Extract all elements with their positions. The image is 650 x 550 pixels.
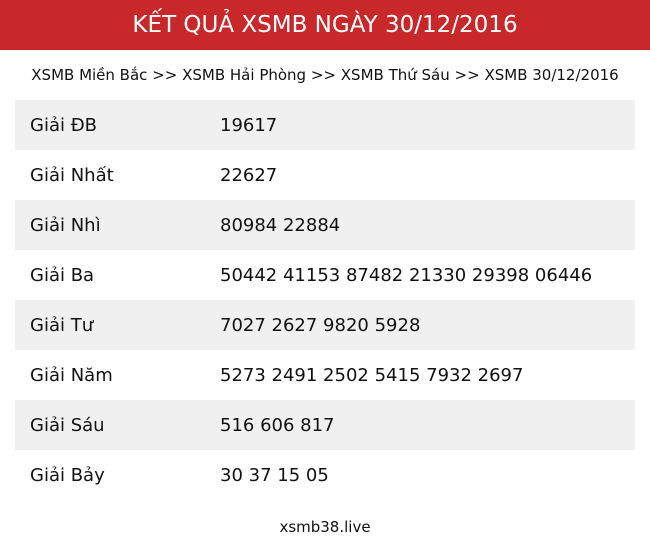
prize-label: Giải Bảy <box>30 464 105 486</box>
footer-site: xsmb38.live <box>279 518 371 536</box>
breadcrumb: XSMB Miền Bắc >> XSMB Hải Phòng >> XSMB … <box>0 66 650 84</box>
prize-numbers: 19617 <box>220 114 278 136</box>
prize-label: Giải Nhì <box>30 214 101 236</box>
prize-numbers: 80984 22884 <box>220 214 341 236</box>
prize-label: Giải ĐB <box>30 114 97 136</box>
table-row: Giải Năm 5273 2491 2502 5415 7932 2697 <box>15 350 635 400</box>
breadcrumb-hai-phong[interactable]: XSMB Hải Phòng <box>182 66 307 84</box>
prize-numbers: 7027 2627 9820 5928 <box>220 314 421 336</box>
prize-label: Giải Tư <box>30 314 94 336</box>
breadcrumb-mien-bac[interactable]: XSMB Miền Bắc <box>31 66 148 84</box>
prize-numbers: 22627 <box>220 164 278 186</box>
breadcrumb-separator: >> <box>310 66 336 84</box>
breadcrumb-separator: >> <box>152 66 178 84</box>
page-title: KẾT QUẢ XSMB NGÀY 30/12/2016 <box>132 12 518 38</box>
table-row: Giải Ba 50442 41153 87482 21330 29398 064… <box>15 250 635 300</box>
table-row: Giải Nhì 80984 22884 <box>15 200 635 250</box>
table-row: Giải Sáu 516 606 817 <box>15 400 635 450</box>
breadcrumb-date[interactable]: XSMB 30/12/2016 <box>484 66 619 84</box>
table-row: Giải Bảy 30 37 15 05 <box>15 450 635 500</box>
results-table: Giải ĐB 19617 Giải Nhất 22627 Giải Nhì 8098… <box>15 100 635 500</box>
table-row: Giải Nhất 22627 <box>15 150 635 200</box>
breadcrumb-separator: >> <box>454 66 480 84</box>
prize-label: Giải Nhất <box>30 164 114 186</box>
breadcrumb-thu-sau[interactable]: XSMB Thứ Sáu <box>340 66 450 84</box>
prize-numbers: 30 37 15 05 <box>220 464 329 486</box>
prize-numbers: 50442 41153 87482 21330 29398 06446 <box>220 264 593 286</box>
prize-numbers: 516 606 817 <box>220 414 335 436</box>
prize-numbers: 5273 2491 2502 5415 7932 2697 <box>220 364 524 386</box>
table-row: Giải Tư 7027 2627 9820 5928 <box>15 300 635 350</box>
table-row: Giải ĐB 19617 <box>15 100 635 150</box>
prize-label: Giải Ba <box>30 264 95 286</box>
prize-label: Giải Sáu <box>30 414 105 436</box>
page-header: KẾT QUẢ XSMB NGÀY 30/12/2016 <box>0 0 650 50</box>
prize-label: Giải Năm <box>30 364 113 386</box>
